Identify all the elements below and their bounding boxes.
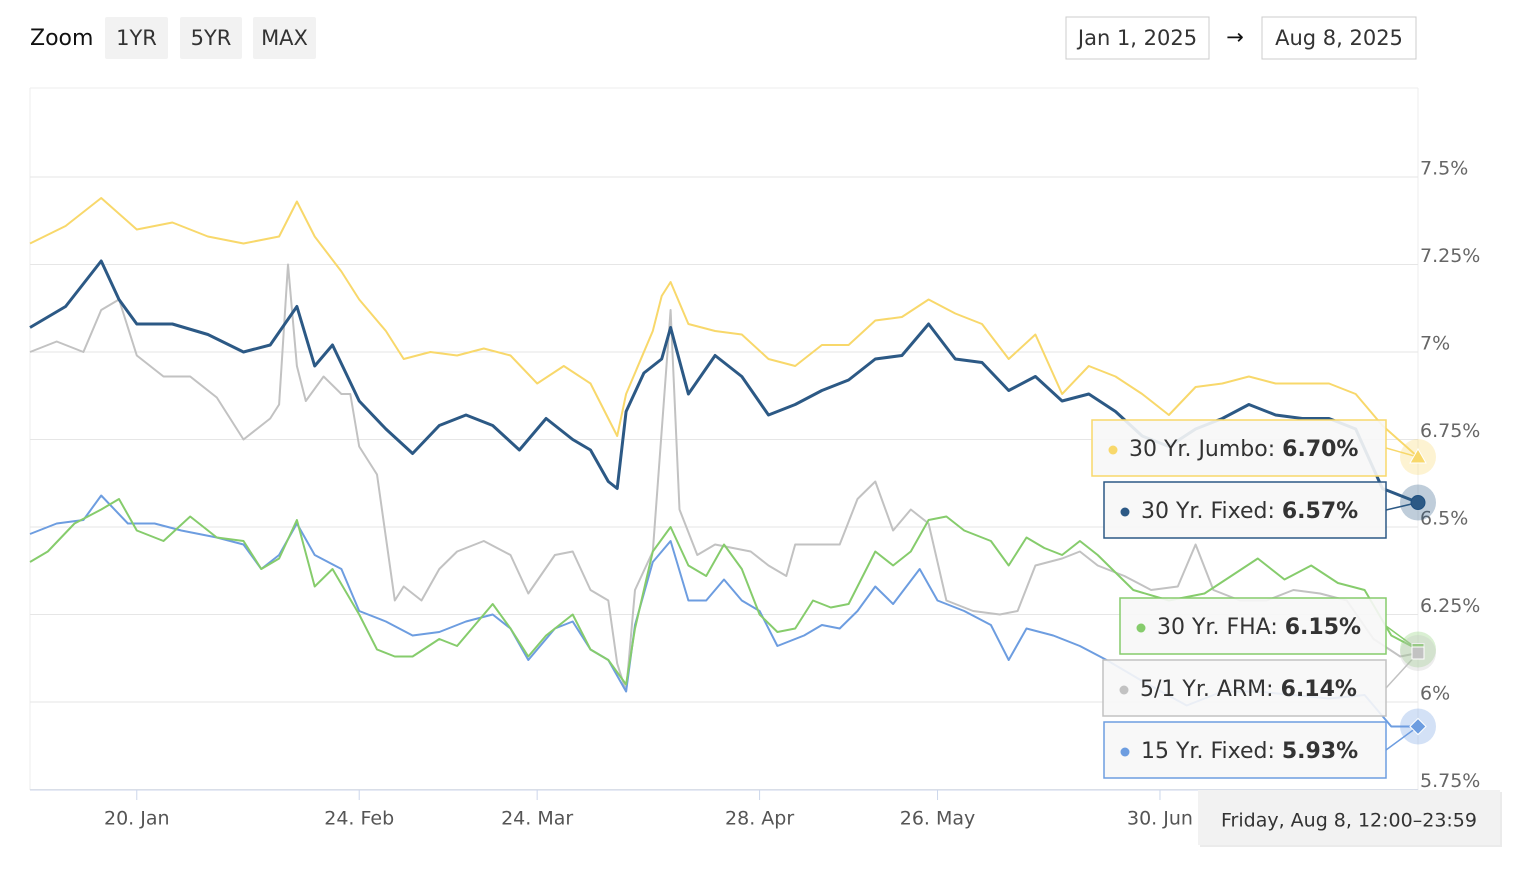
zoom-button[interactable]: 5YR bbox=[191, 26, 232, 50]
time-tooltip: Friday, Aug 8, 12:00–23:59 bbox=[1198, 790, 1502, 847]
y-tick-label: 6.75% bbox=[1420, 420, 1480, 442]
tooltip-box bbox=[1091, 419, 1387, 477]
range-input-box[interactable] bbox=[1261, 16, 1417, 60]
x-tick-label: 28. Apr bbox=[725, 808, 794, 830]
tooltip-text: 30 Yr. Fixed: 6.57% bbox=[1141, 499, 1358, 524]
x-tick-label: 20. Jan bbox=[104, 808, 170, 830]
tooltip-box bbox=[1102, 659, 1387, 717]
tooltip-connector bbox=[1385, 725, 1419, 751]
tooltip-separator: : bbox=[1267, 739, 1274, 764]
y-tick-label: 5.75% bbox=[1420, 770, 1480, 792]
x-tick-label: 30. Jun bbox=[1127, 808, 1193, 830]
end-marker bbox=[1409, 447, 1427, 464]
tooltips: 30 Yr. Jumbo: 6.70%30 Yr. Fixed: 6.57%30 Y… bbox=[1091, 419, 1419, 779]
tooltip-name: 30 Yr. Jumbo bbox=[1129, 437, 1268, 462]
time-tooltip-box bbox=[1198, 790, 1500, 845]
end-marker bbox=[1410, 495, 1426, 510]
tooltip-dot bbox=[1119, 685, 1129, 695]
zoom-button[interactable]: MAX bbox=[261, 26, 308, 50]
x-tick-label: 24. Feb bbox=[324, 808, 394, 830]
zoom-button-bg[interactable] bbox=[105, 17, 168, 59]
tooltip-box bbox=[1103, 721, 1387, 779]
end-marker bbox=[1409, 717, 1427, 736]
tooltip-text: 30 Yr. Jumbo: 6.70% bbox=[1129, 437, 1358, 462]
tooltip-value: 6.57% bbox=[1282, 499, 1358, 524]
zoom-5yr[interactable]: 5YR bbox=[180, 17, 242, 59]
tooltip-box bbox=[1119, 597, 1387, 655]
tooltip-dot bbox=[1108, 445, 1118, 455]
tooltip-separator: : bbox=[1267, 499, 1274, 524]
range-input-box[interactable] bbox=[1065, 16, 1210, 60]
tooltip-value: 6.70% bbox=[1282, 437, 1358, 462]
zoom-max[interactable]: MAX bbox=[253, 17, 316, 59]
tooltip-connector bbox=[1385, 447, 1419, 458]
tooltip-dot bbox=[1136, 623, 1146, 633]
y-tick-label: 6.25% bbox=[1420, 595, 1480, 617]
tooltip-text: 5/1 Yr. ARM: 6.14% bbox=[1140, 677, 1357, 702]
range-separator: → bbox=[1226, 25, 1244, 49]
series-line bbox=[29, 494, 1418, 728]
series-line bbox=[29, 498, 1419, 686]
tooltip-separator: : bbox=[1268, 437, 1275, 462]
tooltip-name: 5/1 Yr. ARM bbox=[1140, 677, 1266, 702]
range-from[interactable]: Jan 1, 2025 bbox=[1065, 16, 1210, 60]
tooltip-name: 30 Yr. Fixed bbox=[1141, 499, 1267, 524]
x-tick-label: 24. Mar bbox=[501, 808, 573, 830]
lines bbox=[29, 197, 1419, 728]
y-tick-label: 6.5% bbox=[1420, 508, 1468, 530]
tooltip-value: 5.93% bbox=[1282, 739, 1358, 764]
series-line bbox=[29, 263, 1419, 693]
tooltip-separator: : bbox=[1266, 677, 1273, 702]
y-tick-label: 7% bbox=[1420, 333, 1450, 355]
end-marker bbox=[1411, 646, 1425, 660]
tooltip-text: 15 Yr. Fixed: 5.93% bbox=[1141, 739, 1358, 764]
tooltip-dot bbox=[1120, 507, 1130, 517]
tooltip-value: 6.15% bbox=[1285, 615, 1361, 640]
zoom-button-bg[interactable] bbox=[180, 17, 242, 59]
range-input[interactable]: Jan 1, 2025 bbox=[1076, 26, 1197, 50]
tooltip-value: 6.14% bbox=[1281, 677, 1357, 702]
y-tick-label: 7.5% bbox=[1420, 158, 1468, 180]
y-tick-label: 7.25% bbox=[1420, 245, 1480, 267]
time-tooltip-text: Friday, Aug 8, 12:00–23:59 bbox=[1221, 810, 1477, 832]
tooltip-separator: : bbox=[1270, 615, 1277, 640]
zoom-button[interactable]: 1YR bbox=[116, 26, 157, 50]
zoom-1yr[interactable]: 1YR bbox=[105, 17, 168, 59]
end-markers bbox=[1400, 439, 1436, 745]
range-input[interactable]: Aug 8, 2025 bbox=[1275, 26, 1403, 50]
x-tick-label: 26. May bbox=[900, 808, 976, 830]
range-to[interactable]: Aug 8, 2025 bbox=[1261, 16, 1417, 60]
y-tick-label: 6% bbox=[1420, 683, 1450, 705]
tooltip-name: 15 Yr. Fixed bbox=[1141, 739, 1267, 764]
series-line bbox=[29, 197, 1419, 458]
tooltip-text: 30 Yr. FHA: 6.15% bbox=[1157, 615, 1361, 640]
tooltip-dot bbox=[1120, 747, 1130, 757]
zoom-button-bg[interactable] bbox=[253, 17, 316, 59]
tooltip-name: 30 Yr. FHA bbox=[1157, 615, 1271, 640]
tooltip-box bbox=[1103, 481, 1387, 539]
zoom-label: Zoom bbox=[30, 26, 93, 51]
